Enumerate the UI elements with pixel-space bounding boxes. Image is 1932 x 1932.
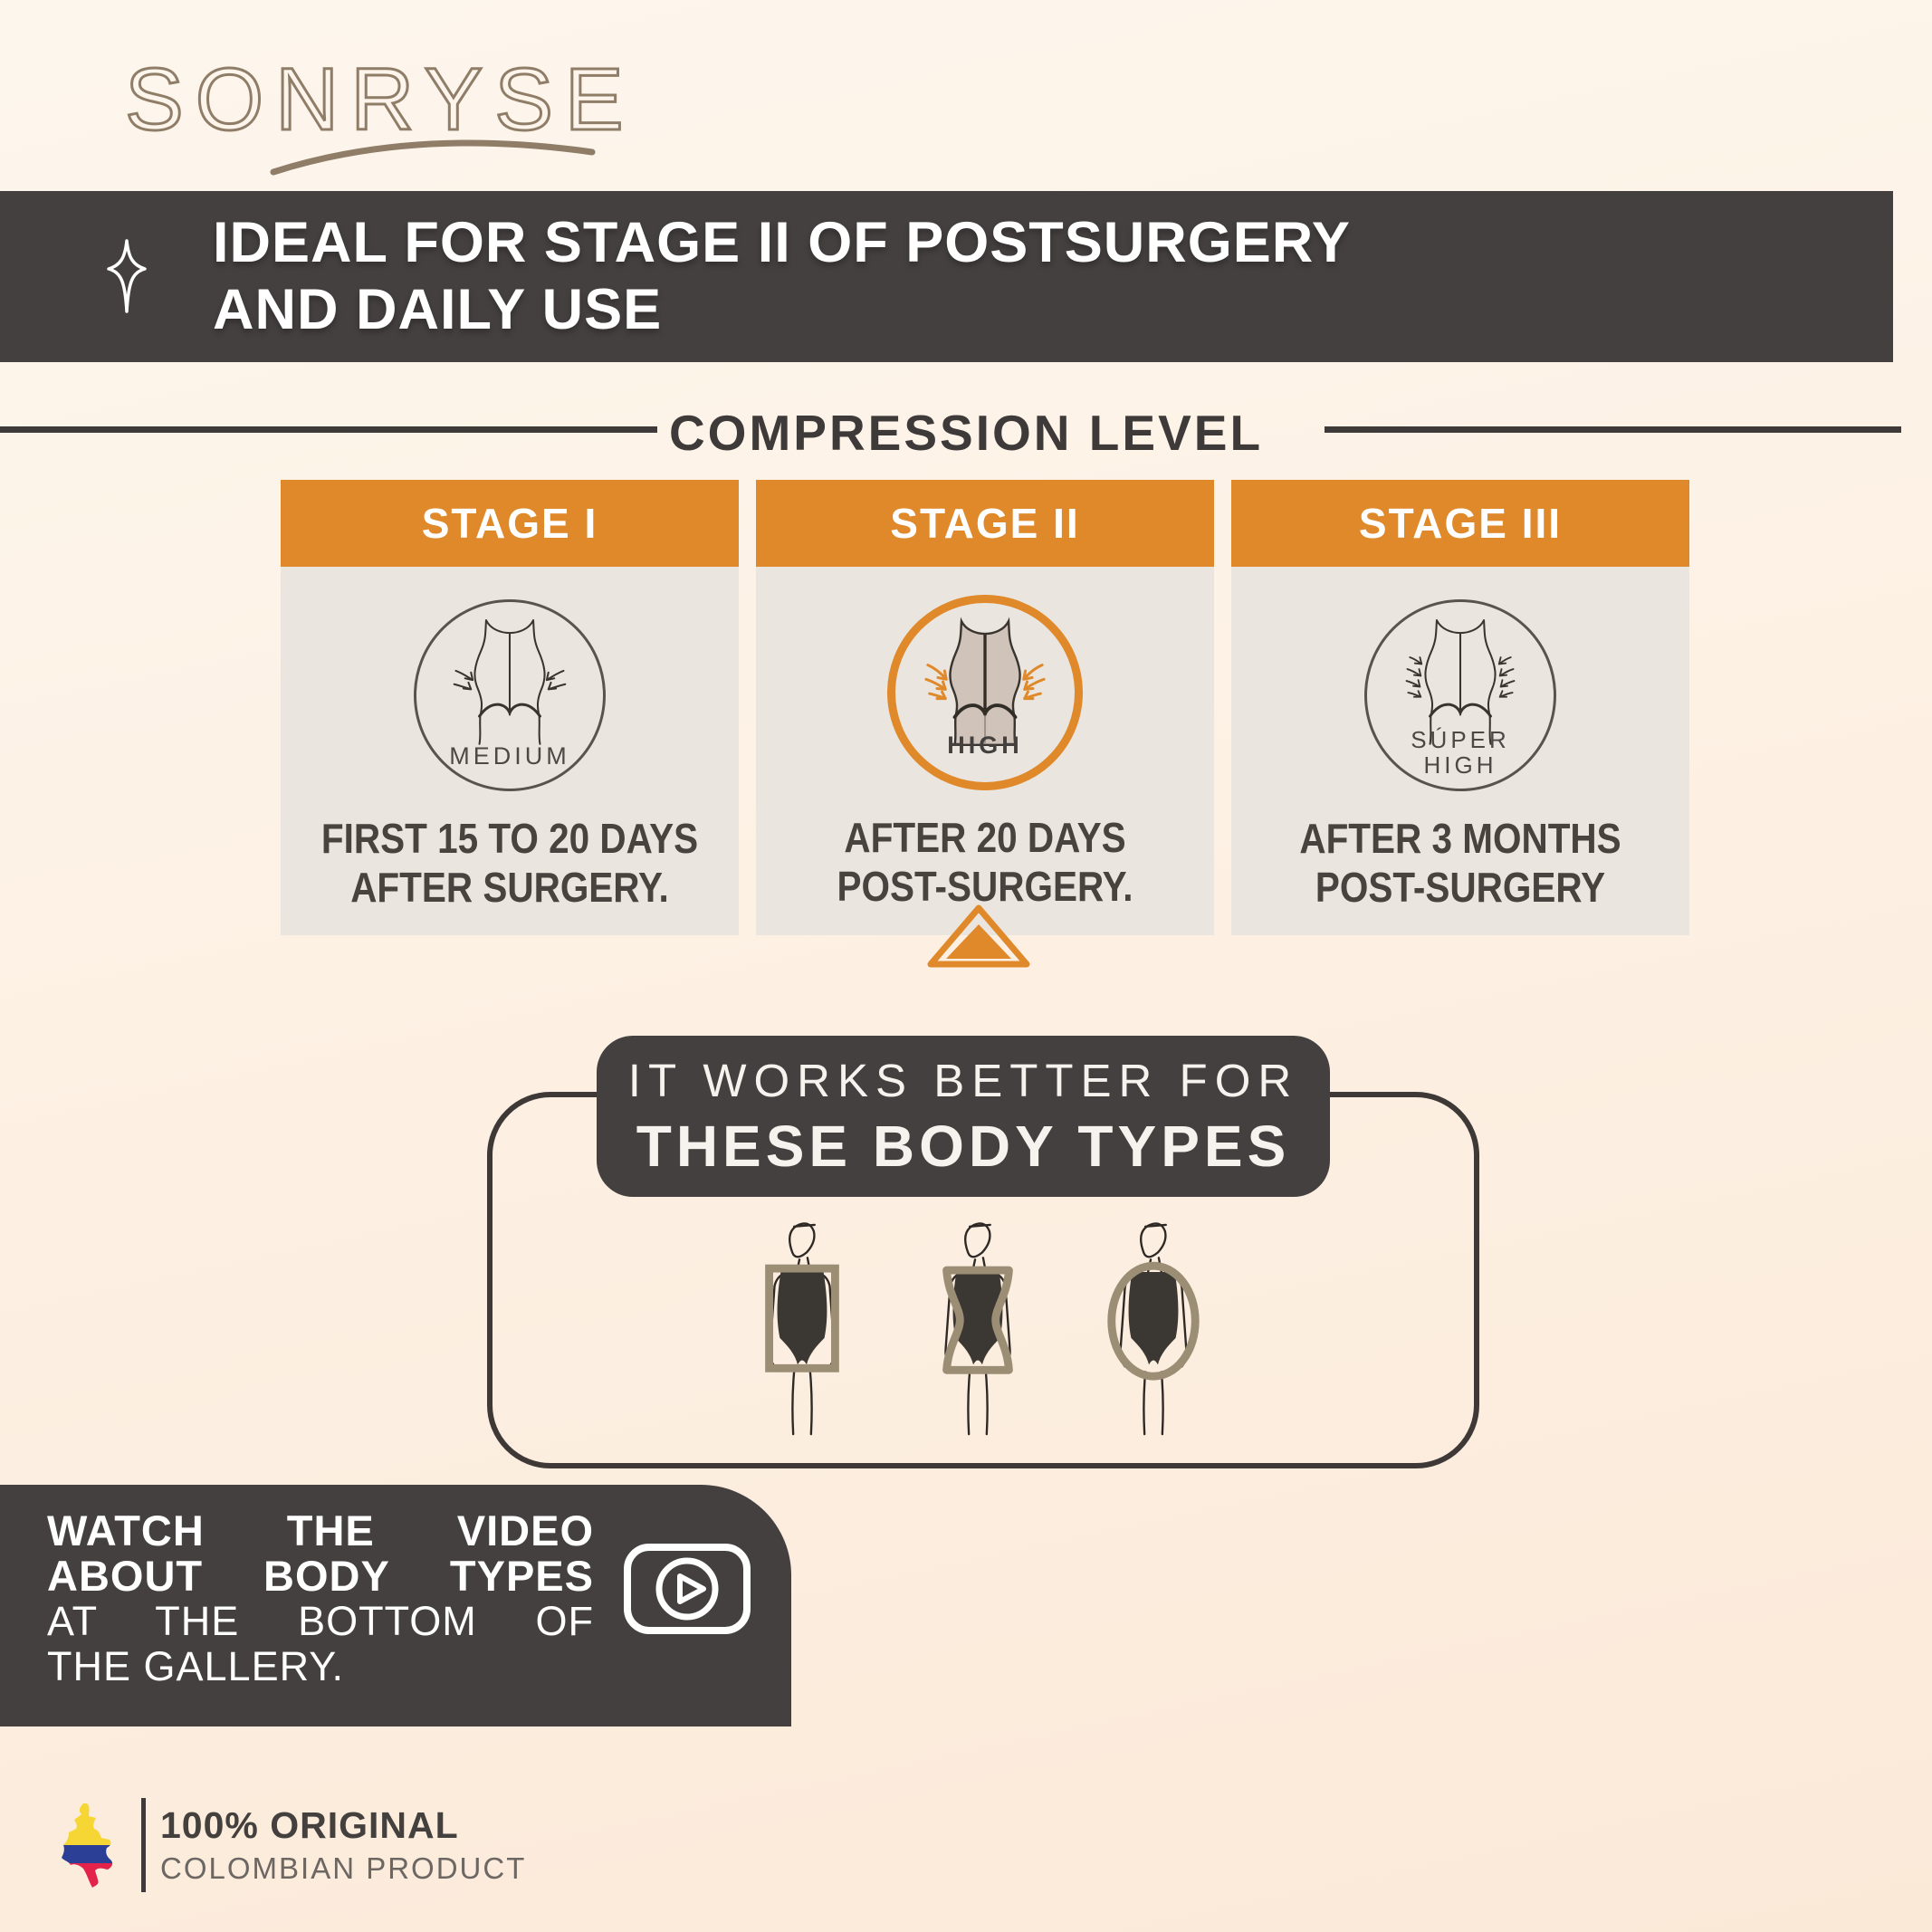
stage-card-1: STAGE I xyxy=(281,480,739,935)
badge-line1: 100% ORIGINAL xyxy=(160,1804,459,1846)
watch-video-line2: ABOUT BODY TYPES xyxy=(47,1552,594,1600)
watch-video-note: WATCH THE VIDEO ABOUT BODY TYPES AT THE … xyxy=(0,1485,791,1726)
headline-line1: IDEAL FOR STAGE II OF POSTSURGERY xyxy=(213,211,1351,275)
stage-3-level-label: SÚPER HIGH xyxy=(1411,725,1510,779)
stage-2-title: STAGE II xyxy=(756,480,1214,567)
watch-video-line3: AT THE BOTTOM OF xyxy=(47,1598,594,1644)
stage-1-body: MEDIUM FIRST 15 TO 20 DAYS AFTER SURGERY… xyxy=(281,567,739,935)
play-video-icon xyxy=(624,1544,751,1634)
stage-2-selection-triangle-icon xyxy=(927,904,1030,968)
brand-logo-text: SONRYSE xyxy=(124,48,636,149)
stage-1-level-circle: MEDIUM xyxy=(414,599,606,791)
stage-2-level-label: HIGH xyxy=(947,731,1023,759)
stage-card-2: STAGE II xyxy=(756,480,1214,935)
stage-3-body: SÚPER HIGH AFTER 3 MONTHS POST-SURGERY xyxy=(1231,567,1689,935)
stage-2-level-circle: HIGH xyxy=(887,595,1083,790)
badge-text: 100% ORIGINAL COLOMBIAN PRODUCT xyxy=(160,1804,526,1886)
watch-video-line4: THE GALLERY. xyxy=(47,1643,344,1689)
torso-back-super-high-compression-icon xyxy=(1405,619,1516,745)
body-type-hourglass-icon xyxy=(942,1222,1013,1436)
body-types-heading-line2: THESE BODY TYPES xyxy=(636,1113,1291,1179)
four-point-sparkle-icon xyxy=(107,239,147,313)
stage-3-title: STAGE III xyxy=(1231,480,1689,567)
origin-badge: 100% ORIGINAL COLOMBIAN PRODUCT xyxy=(58,1794,526,1896)
stage-1-title: STAGE I xyxy=(281,480,739,567)
body-types-heading: IT WORKS BETTER FOR THESE BODY TYPES xyxy=(597,1036,1330,1197)
stage-1-level-label: MEDIUM xyxy=(449,741,570,770)
logo-swoosh-icon xyxy=(270,139,596,176)
compression-level-heading: COMPRESSION LEVEL xyxy=(668,405,1264,461)
stage-2-body: HIGH AFTER 20 DAYS POST-SURGERY. xyxy=(756,567,1214,935)
brand-logo: SONRYSE xyxy=(124,47,686,192)
body-types-heading-line1: IT WORKS BETTER FOR xyxy=(627,1054,1299,1106)
badge-divider xyxy=(141,1798,146,1892)
torso-back-high-compression-icon xyxy=(924,617,1046,746)
body-type-round-icon xyxy=(1107,1222,1200,1436)
colombia-map-flag-icon xyxy=(62,1803,113,1888)
headline-text: IDEAL FOR STAGE II OF POSTSURGERY AND DA… xyxy=(213,210,1351,342)
heading-rule-left xyxy=(0,426,657,433)
stage-cards-row: STAGE I xyxy=(281,480,1689,935)
watch-video-line1: WATCH THE VIDEO xyxy=(47,1506,594,1554)
torso-back-medium-compression-icon xyxy=(453,619,567,745)
badge-line2: COLOMBIAN PRODUCT xyxy=(160,1851,527,1885)
headline-line2: AND DAILY USE xyxy=(213,277,663,341)
headline-banner: IDEAL FOR STAGE II OF POSTSURGERY AND DA… xyxy=(0,191,1893,362)
heading-rule-right xyxy=(1325,426,1901,433)
body-type-figures xyxy=(487,1219,1468,1441)
watch-video-text: WATCH THE VIDEO ABOUT BODY TYPES AT THE … xyxy=(47,1508,594,1689)
stage-3-description: AFTER 3 MONTHS POST-SURGERY xyxy=(1299,815,1621,911)
stage-3-level-circle: SÚPER HIGH xyxy=(1364,599,1556,791)
stage-2-description: AFTER 20 DAYS POST-SURGERY. xyxy=(837,814,1133,910)
body-type-rectangle-icon xyxy=(765,1222,839,1436)
stage-1-description: FIRST 15 TO 20 DAYS AFTER SURGERY. xyxy=(320,815,699,911)
stage-card-3: STAGE III xyxy=(1231,480,1689,935)
